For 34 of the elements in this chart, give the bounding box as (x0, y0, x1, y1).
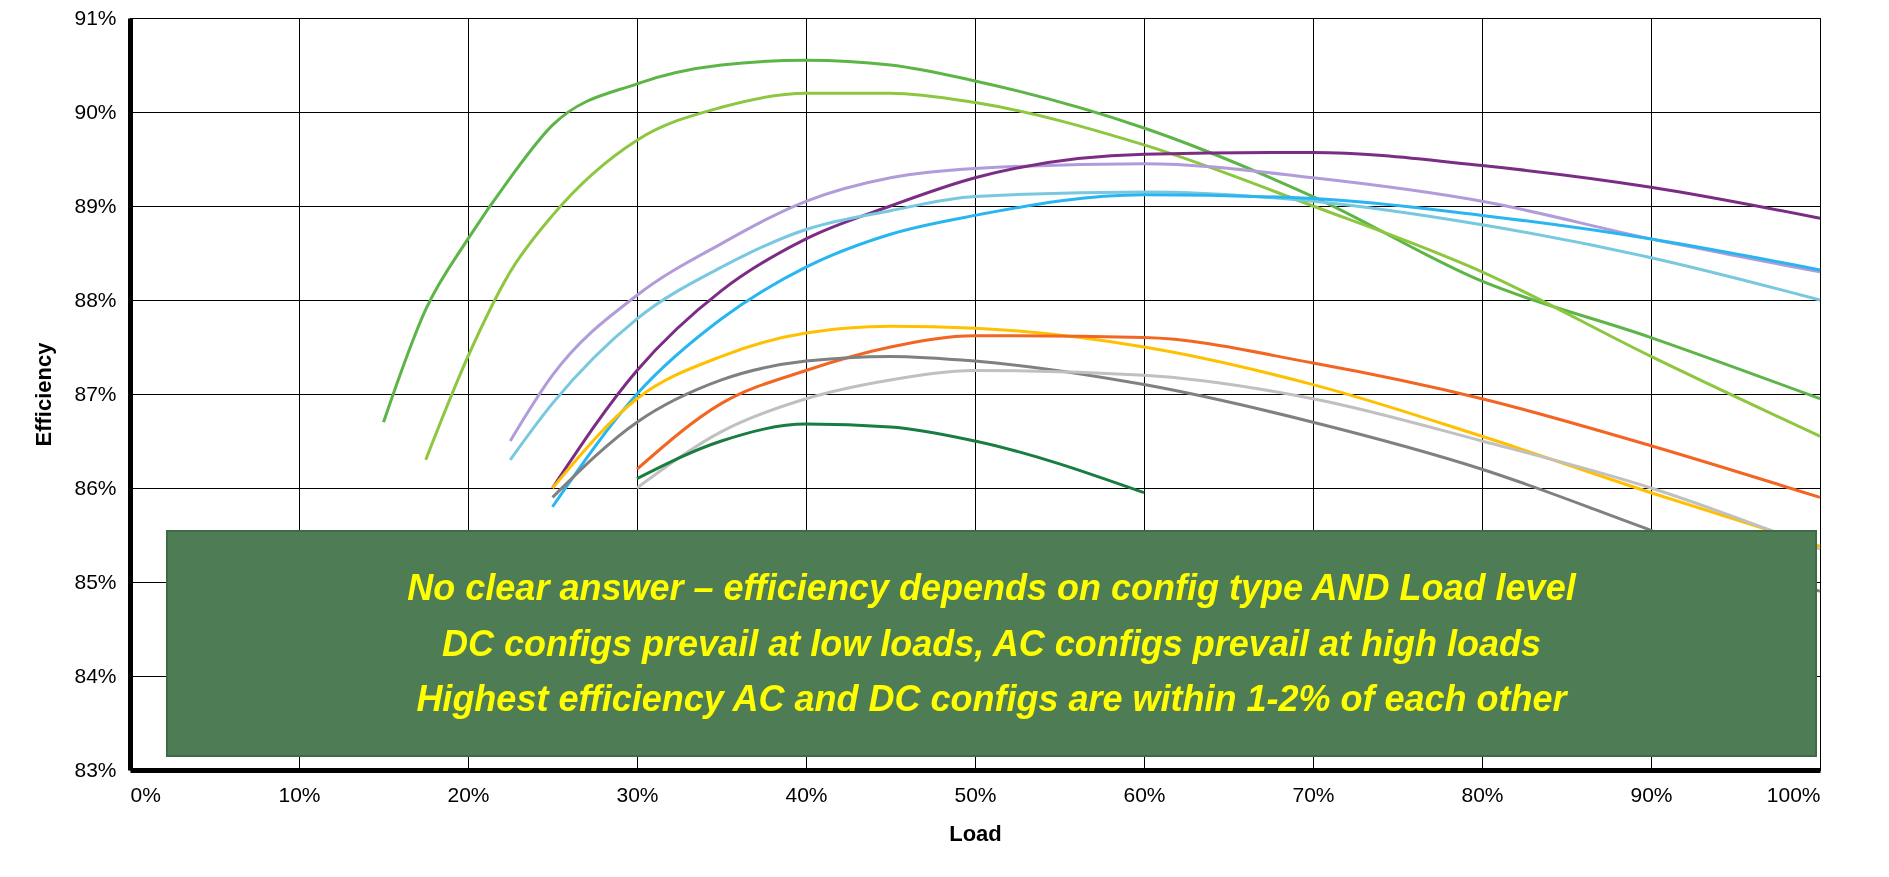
x-tick-label: 90% (1630, 782, 1673, 806)
x-tick-label: 60% (1123, 782, 1166, 806)
x-tick-label: 40% (785, 782, 828, 806)
x-tick-label: 70% (1292, 782, 1335, 806)
x-tick-label: 20% (447, 782, 490, 806)
y-tick-label: 89% (74, 193, 117, 217)
y-tick-label: 86% (74, 475, 117, 499)
x-tick-label: 100% (1766, 782, 1821, 806)
y-tick-label: 85% (74, 569, 117, 593)
y-tick-label: 91% (74, 5, 117, 29)
line-series (382, 58, 1822, 424)
y-tick-label: 88% (74, 287, 117, 311)
x-tick-label: 0% (130, 782, 161, 806)
line-series (508, 162, 1822, 443)
annotation: DC configs prevail at low loads, AC configs prevail at high loads (442, 622, 1541, 665)
y-axis-title: Efficiency (31, 341, 57, 447)
line-series (635, 369, 1822, 551)
x-tick-label: 10% (278, 782, 321, 806)
x-tick-label: 30% (616, 782, 659, 806)
x-axis-title: Load (949, 820, 1002, 846)
line-series (551, 193, 1822, 509)
line-series (424, 91, 1822, 462)
line-series (508, 190, 1822, 462)
y-tick-label: 90% (74, 99, 117, 123)
line-series (635, 422, 1146, 495)
y-tick-label: 83% (74, 757, 117, 781)
annotation: Highest efficiency AC and DC configs are within 1-2% of each other (416, 678, 1567, 720)
x-tick-label: 80% (1461, 782, 1504, 806)
annotation: No clear answer – efficiency depends on config type AND Load level (407, 567, 1576, 609)
y-tick-label: 84% (74, 663, 117, 687)
line-series (635, 334, 1822, 499)
x-tick-label: 50% (954, 782, 997, 806)
y-tick-label: 87% (74, 381, 117, 405)
callout-box: No clear answer – efficiency depends on config type AND Load level DC configs prevail at low loads, AC configs prevail at high loads Highest efficiency AC and DC configs are within 1-2% of each other (166, 530, 1817, 757)
